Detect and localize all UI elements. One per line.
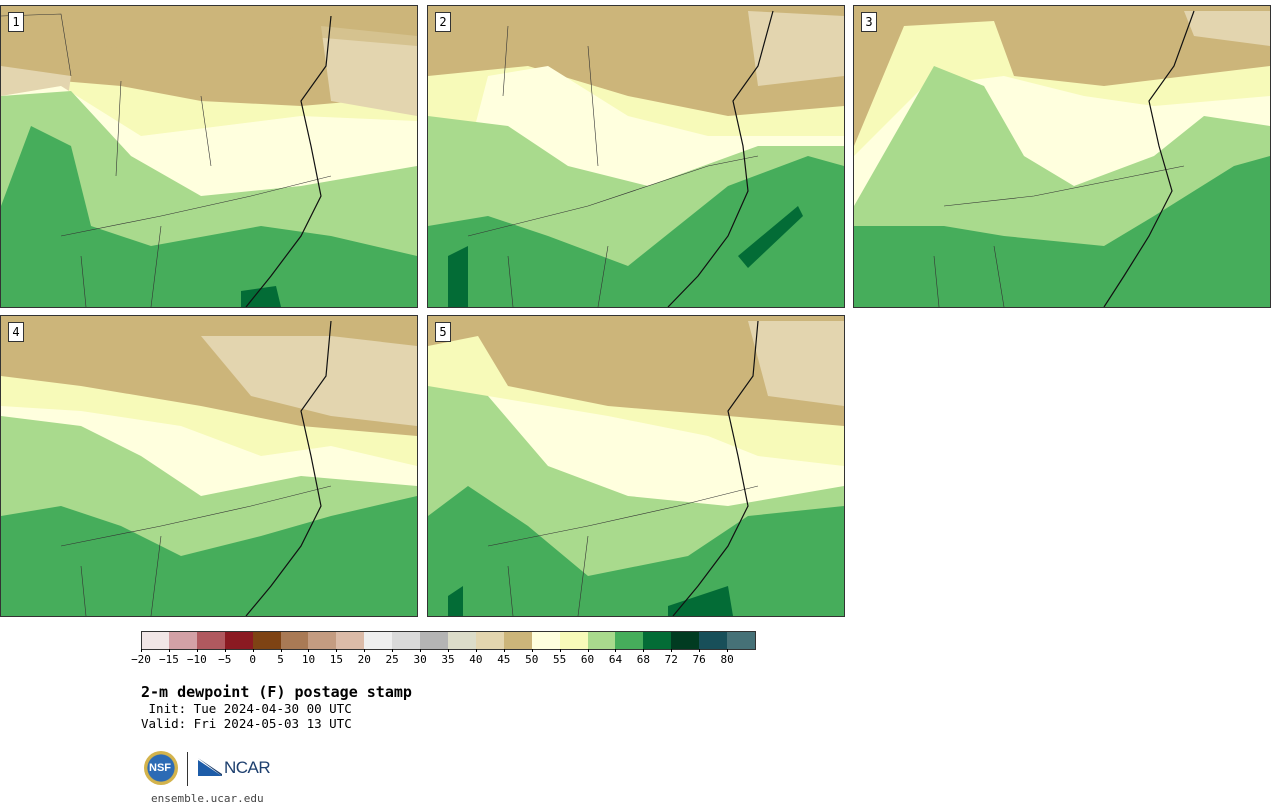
colorbar-tick-label: 35 bbox=[441, 653, 455, 666]
colorbar-tick-mark bbox=[699, 649, 701, 652]
colorbar-tick-mark bbox=[503, 649, 505, 652]
colorbar-tick-label: −15 bbox=[158, 653, 179, 666]
colorbar-swatch bbox=[420, 631, 449, 650]
nsf-logo: NSF bbox=[144, 751, 178, 785]
panel-number: 1 bbox=[8, 12, 24, 32]
colorbar-tick-mark bbox=[531, 649, 533, 652]
colorbar-swatch bbox=[252, 631, 282, 650]
colorbar-swatch bbox=[224, 631, 254, 650]
colorbar-tick-label: 40 bbox=[469, 653, 483, 666]
colorbar-tick-label: 50 bbox=[525, 653, 539, 666]
colorbar-tick-label: 10 bbox=[301, 653, 316, 666]
colorbar-swatch bbox=[727, 631, 757, 650]
colorbar-tick-mark bbox=[168, 649, 170, 652]
colorbar-tick-label: 60 bbox=[580, 653, 595, 666]
colorbar-tick-mark bbox=[252, 649, 254, 652]
colorbar-tick-mark bbox=[727, 649, 729, 652]
colorbar-tick-label: 25 bbox=[385, 653, 399, 666]
colorbar-tick-label: 80 bbox=[720, 653, 734, 666]
colorbar-tick-label: −10 bbox=[186, 653, 207, 666]
colorbar-swatch bbox=[503, 631, 533, 650]
colorbar-tick-label: 68 bbox=[636, 653, 650, 666]
colorbar-tick-mark bbox=[308, 649, 310, 652]
colorbar-tick-mark bbox=[224, 649, 226, 652]
colorbar-tick-mark bbox=[420, 649, 422, 652]
colorbar-tick-label: 45 bbox=[497, 653, 511, 666]
colorbar-tick-mark bbox=[280, 649, 282, 652]
dewpoint-map-1 bbox=[1, 6, 417, 307]
colorbar-tick-mark bbox=[559, 649, 561, 652]
colorbar-swatch bbox=[392, 631, 421, 650]
init-time: Init: Tue 2024-04-30 00 UTC bbox=[141, 701, 352, 716]
colorbar-swatch bbox=[559, 631, 589, 650]
colorbar-tick-label: 15 bbox=[329, 653, 343, 666]
colorbar-swatch bbox=[308, 631, 337, 650]
colorbar-tick-label: 20 bbox=[357, 653, 371, 666]
colorbar-swatch bbox=[280, 631, 309, 650]
colorbar-swatch bbox=[336, 631, 365, 650]
dewpoint-map-2 bbox=[428, 6, 844, 307]
panel-number: 2 bbox=[435, 12, 451, 32]
site-url: ensemble.ucar.edu bbox=[151, 792, 264, 805]
valid-time: Valid: Fri 2024-05-03 13 UTC bbox=[141, 716, 352, 731]
colorbar-swatch bbox=[531, 631, 561, 650]
colorbar-tick-label: 72 bbox=[664, 653, 678, 666]
colorbar-swatch bbox=[448, 631, 477, 650]
ncar-mark-icon bbox=[198, 758, 222, 776]
colorbar-swatch bbox=[141, 631, 171, 650]
panel-number: 5 bbox=[435, 322, 451, 342]
colorbar-tick-label: 30 bbox=[413, 653, 427, 666]
colorbar-tick-label: 5 bbox=[277, 653, 284, 666]
colorbar-swatch bbox=[196, 631, 226, 650]
colorbar-tick-mark bbox=[448, 649, 449, 652]
colorbar-tick-label: 0 bbox=[249, 653, 256, 666]
map-panel-1: 1 bbox=[0, 5, 418, 308]
map-panel-5: 5 bbox=[427, 315, 845, 617]
colorbar-tick-mark bbox=[475, 649, 477, 652]
colorbar-tick-mark bbox=[364, 649, 366, 652]
colorbar-swatch bbox=[587, 631, 616, 650]
colorbar-swatch bbox=[643, 631, 672, 650]
plot-title: 2-m dewpoint (F) postage stamp bbox=[141, 683, 412, 701]
colorbar-tick-label: 64 bbox=[608, 653, 623, 666]
ncar-logo-text: NCAR bbox=[224, 758, 271, 777]
panel-number: 3 bbox=[861, 12, 877, 32]
map-panel-4: 4 bbox=[0, 315, 418, 617]
dewpoint-map-4 bbox=[1, 316, 417, 616]
colorbar-swatch bbox=[168, 631, 198, 650]
colorbar-swatch bbox=[615, 631, 644, 650]
sponsor-logos: NSF NCAR bbox=[144, 748, 274, 790]
dewpoint-colorbar: −20 −15 −10 −5 0 5 10 15 20 25 30 35 40 45 50 55 60 64 68 7… bbox=[131, 631, 757, 667]
dewpoint-map-5 bbox=[428, 316, 844, 616]
colorbar-swatch bbox=[475, 631, 505, 650]
logo-divider bbox=[187, 752, 188, 786]
colorbar-tick-mark bbox=[615, 649, 617, 652]
colorbar-tick-mark bbox=[587, 649, 589, 652]
colorbar-swatch bbox=[671, 631, 700, 650]
colorbar-tick-mark bbox=[141, 649, 142, 652]
panel-number: 4 bbox=[8, 322, 24, 342]
colorbar-tick-mark bbox=[643, 649, 645, 652]
colorbar-tick-mark bbox=[671, 649, 673, 652]
colorbar-swatch bbox=[699, 631, 728, 650]
map-panel-3: 3 bbox=[853, 5, 1271, 308]
map-panel-2: 2 bbox=[427, 5, 845, 308]
colorbar-tick-mark bbox=[392, 649, 394, 652]
colorbar-tick-label: −5 bbox=[218, 653, 232, 666]
colorbar-tick-mark bbox=[336, 649, 338, 652]
dewpoint-map-3 bbox=[854, 6, 1270, 307]
colorbar-tick-label: 76 bbox=[692, 653, 706, 666]
colorbar-tick-label: 55 bbox=[553, 653, 567, 666]
colorbar-tick-label: −20 bbox=[131, 653, 151, 666]
colorbar-swatch bbox=[364, 631, 393, 650]
colorbar-tick-mark bbox=[196, 649, 198, 652]
